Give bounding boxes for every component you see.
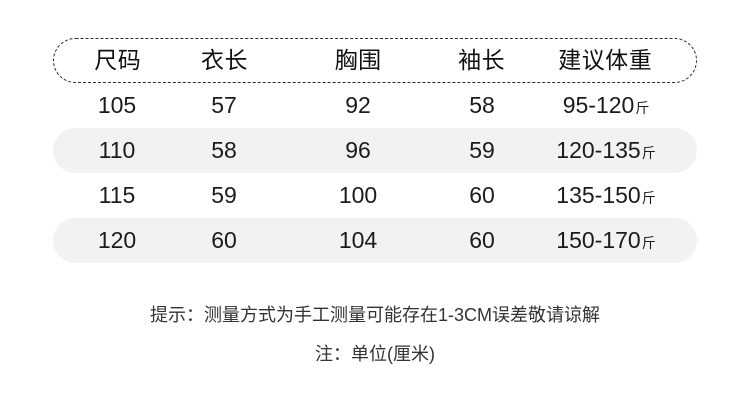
cell-sleeve: 58 <box>469 92 495 118</box>
column-header-bust: 胸围 <box>334 47 382 73</box>
cell-size: 120 <box>97 227 137 253</box>
table-row: 115 59 100 60 135-150斤 <box>53 173 697 218</box>
table-row: 110 58 96 59 120-135斤 <box>53 128 697 173</box>
cell-length: 60 <box>211 227 237 253</box>
cell-weight-value: 95-120 <box>562 92 635 118</box>
cell-weight-value: 135-150 <box>556 182 641 208</box>
column-header-sleeve: 袖长 <box>458 47 506 73</box>
column-header-weight: 建议体重 <box>558 47 653 73</box>
table-row: 105 57 92 58 95-120斤 <box>53 83 697 128</box>
footer-notes: 提示：测量方式为手工测量可能存在1-3CM误差敬请谅解 注：单位(厘米) <box>0 306 750 363</box>
cell-weight-unit: 斤 <box>641 235 656 251</box>
column-header-size: 尺码 <box>94 47 142 73</box>
cell-weight: 95-120斤 <box>515 94 697 117</box>
cell-size: 110 <box>98 137 136 163</box>
column-header-length: 衣长 <box>200 47 248 73</box>
cell-bust: 100 <box>338 182 378 208</box>
cell-sleeve: 60 <box>469 227 495 253</box>
size-table: 尺码 衣长 胸围 袖长 建议体重 105 57 92 58 95-120斤 11… <box>53 38 697 263</box>
measurement-disclaimer: 提示：测量方式为手工测量可能存在1-3CM误差敬请谅解 <box>149 305 600 325</box>
cell-bust: 104 <box>338 227 378 253</box>
unit-note: 注：单位(厘米) <box>315 344 435 364</box>
cell-size: 115 <box>98 182 136 208</box>
table-row: 120 60 104 60 150-170斤 <box>53 218 697 263</box>
cell-length: 58 <box>211 137 237 163</box>
cell-weight-unit: 斤 <box>635 100 650 116</box>
cell-weight: 120-135斤 <box>515 139 697 162</box>
cell-length: 57 <box>211 92 237 118</box>
cell-weight-value: 150-170 <box>556 227 641 253</box>
cell-length: 59 <box>211 182 237 208</box>
cell-size: 105 <box>97 92 137 118</box>
cell-weight-unit: 斤 <box>641 145 656 161</box>
cell-bust: 96 <box>345 137 371 163</box>
table-header-row: 尺码 衣长 胸围 袖长 建议体重 <box>53 38 697 83</box>
cell-sleeve: 59 <box>469 137 495 163</box>
cell-sleeve: 60 <box>469 182 495 208</box>
cell-bust: 92 <box>345 92 371 118</box>
cell-weight: 150-170斤 <box>515 229 697 252</box>
cell-weight-value: 120-135 <box>556 137 641 163</box>
cell-weight-unit: 斤 <box>641 190 656 206</box>
cell-weight: 135-150斤 <box>515 184 697 207</box>
